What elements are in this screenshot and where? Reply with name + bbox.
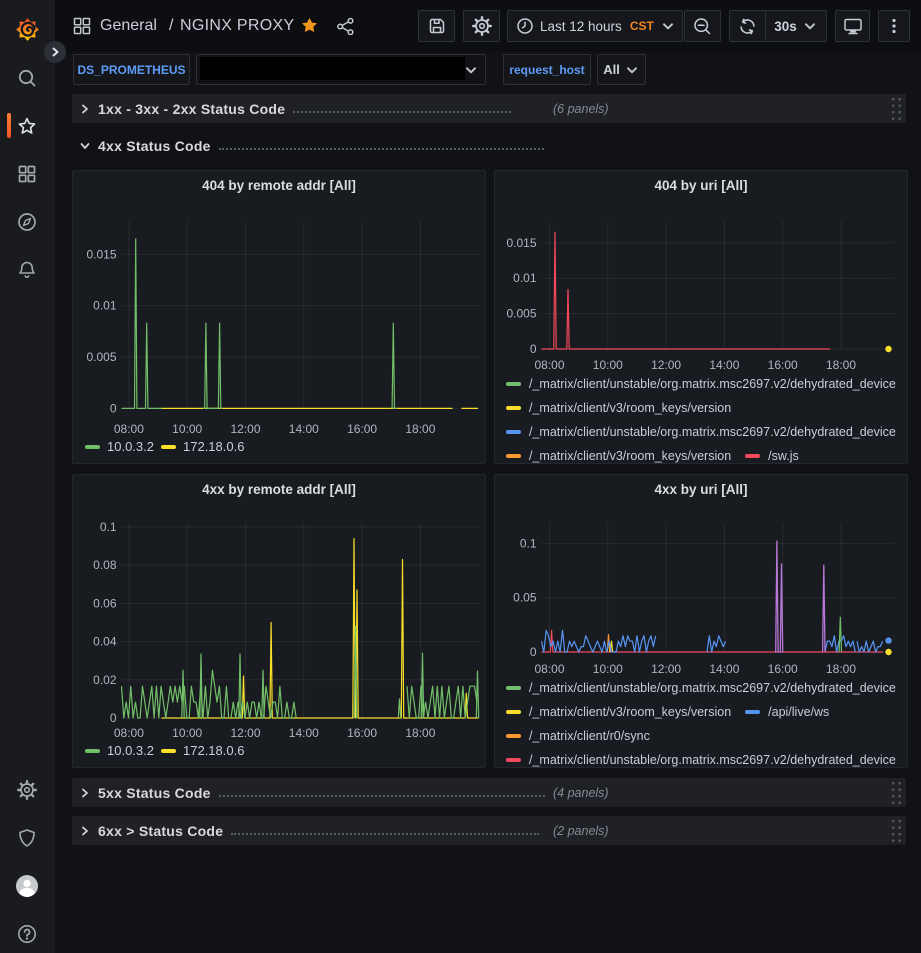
svg-text:0.015: 0.015 — [506, 236, 536, 250]
svg-text:14:00: 14:00 — [289, 726, 319, 740]
svg-text:08:00: 08:00 — [114, 726, 144, 740]
svg-text:0.005: 0.005 — [506, 307, 536, 321]
svg-text:0.04: 0.04 — [93, 635, 117, 649]
svg-text:0.1: 0.1 — [520, 536, 537, 550]
svg-text:12:00: 12:00 — [230, 726, 260, 740]
svg-text:18:00: 18:00 — [826, 358, 856, 372]
svg-text:0.06: 0.06 — [93, 596, 117, 610]
svg-text:0.005: 0.005 — [86, 350, 116, 364]
svg-text:0.015: 0.015 — [86, 247, 116, 261]
svg-text:12:00: 12:00 — [651, 662, 681, 676]
svg-text:12:00: 12:00 — [230, 422, 260, 436]
svg-text:0: 0 — [110, 401, 117, 415]
svg-text:10:00: 10:00 — [593, 662, 623, 676]
svg-text:18:00: 18:00 — [405, 422, 435, 436]
svg-text:10:00: 10:00 — [593, 358, 623, 372]
svg-text:0.08: 0.08 — [93, 558, 117, 572]
svg-text:08:00: 08:00 — [534, 358, 564, 372]
svg-text:08:00: 08:00 — [534, 662, 564, 676]
svg-text:16:00: 16:00 — [768, 358, 798, 372]
svg-text:0.01: 0.01 — [93, 299, 117, 313]
svg-text:0.05: 0.05 — [513, 591, 537, 605]
svg-text:0.02: 0.02 — [93, 673, 117, 687]
svg-text:16:00: 16:00 — [347, 726, 377, 740]
svg-text:18:00: 18:00 — [826, 662, 856, 676]
svg-text:10:00: 10:00 — [172, 422, 202, 436]
svg-text:0: 0 — [110, 711, 117, 725]
svg-text:16:00: 16:00 — [768, 662, 798, 676]
svg-text:0.01: 0.01 — [513, 271, 537, 285]
svg-text:14:00: 14:00 — [289, 422, 319, 436]
svg-text:14:00: 14:00 — [709, 358, 739, 372]
svg-text:0: 0 — [530, 645, 537, 659]
svg-text:0: 0 — [530, 342, 537, 356]
svg-text:12:00: 12:00 — [651, 358, 681, 372]
svg-text:08:00: 08:00 — [114, 422, 144, 436]
svg-text:14:00: 14:00 — [709, 662, 739, 676]
svg-text:10:00: 10:00 — [172, 726, 202, 740]
svg-text:16:00: 16:00 — [347, 422, 377, 436]
svg-text:0.1: 0.1 — [100, 520, 117, 534]
svg-text:18:00: 18:00 — [405, 726, 435, 740]
